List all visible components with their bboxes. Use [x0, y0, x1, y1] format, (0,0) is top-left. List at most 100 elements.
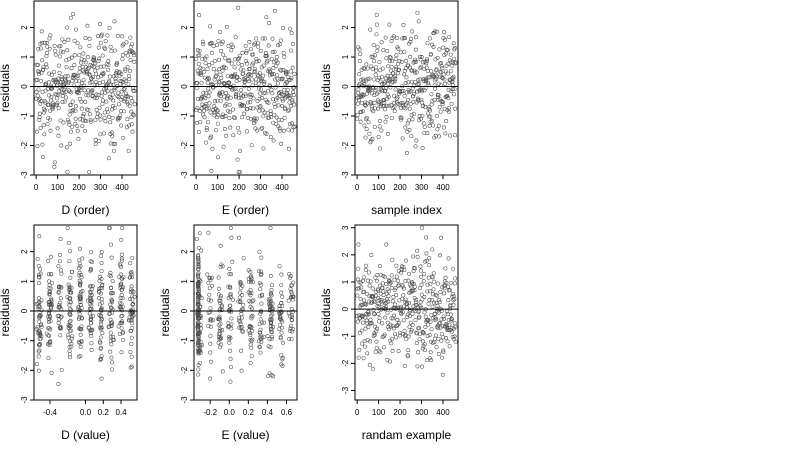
data-point [277, 327, 282, 332]
data-point [195, 81, 200, 86]
data-point [419, 89, 424, 94]
data-point [218, 29, 223, 34]
data-point [413, 300, 418, 305]
data-point [223, 114, 228, 118]
data-point [411, 99, 416, 104]
data-point [117, 331, 122, 336]
data-point [248, 293, 253, 298]
data-point [127, 68, 132, 73]
data-point [56, 320, 61, 325]
data-point [99, 73, 104, 78]
data-point [372, 312, 377, 317]
data-point [99, 354, 104, 359]
data-point [249, 143, 254, 148]
data-point [126, 148, 131, 153]
data-point [109, 306, 114, 311]
data-point [46, 302, 51, 307]
data-point [46, 272, 51, 277]
data-point [34, 362, 39, 367]
data-point [451, 76, 456, 81]
data-point [255, 128, 260, 133]
data-point [283, 96, 288, 101]
data-point [256, 81, 261, 86]
data-point [227, 58, 232, 63]
data-point [196, 245, 201, 250]
data-point [229, 48, 234, 53]
x-tick-label: 100 [372, 408, 386, 417]
y-tick-label: 0 [20, 308, 29, 313]
data-point [276, 124, 281, 129]
data-point [385, 310, 390, 315]
data-point [198, 279, 203, 284]
data-point [228, 225, 233, 230]
data-point [412, 91, 416, 96]
data-point [270, 334, 274, 339]
data-point [382, 332, 387, 337]
data-point [448, 312, 453, 317]
data-point [222, 127, 227, 131]
x-tick-label: 300 [94, 183, 108, 192]
data-point [120, 304, 125, 309]
data-point [451, 41, 456, 46]
data-point [227, 271, 232, 276]
data-point [280, 98, 285, 103]
data-point [433, 86, 438, 91]
y-tick-label: -1 [180, 337, 189, 345]
data-point [272, 60, 277, 65]
data-point [239, 312, 244, 316]
data-point [392, 79, 397, 84]
data-point [35, 256, 40, 261]
data-point [122, 109, 127, 114]
data-point [292, 124, 297, 129]
data-point [390, 257, 395, 262]
data-point [436, 351, 441, 356]
data-point [258, 317, 263, 322]
data-point [375, 326, 380, 331]
data-point [419, 364, 424, 369]
data-point [290, 65, 295, 70]
data-point [394, 335, 398, 340]
data-point [355, 112, 360, 117]
y-tick-label: -3 [180, 171, 189, 179]
y-tick-label: -3 [341, 386, 350, 394]
data-point [34, 301, 39, 306]
data-point [39, 40, 44, 45]
data-point [198, 339, 203, 344]
data-point [229, 42, 234, 47]
data-point [260, 78, 265, 83]
data-point [45, 50, 50, 55]
data-point [430, 247, 435, 252]
data-point [378, 272, 383, 277]
data-point [237, 56, 242, 61]
data-point [83, 60, 88, 65]
data-point [389, 316, 394, 321]
data-point [394, 274, 399, 279]
data-point [110, 92, 115, 97]
data-point [264, 132, 269, 136]
data-point [409, 134, 414, 139]
data-point [124, 94, 129, 99]
data-point [119, 314, 124, 319]
data-point [70, 269, 75, 274]
data-point [212, 77, 217, 82]
data-point [110, 279, 115, 284]
data-point [78, 302, 83, 307]
data-point [418, 65, 423, 70]
y-tick-label: -1 [20, 337, 29, 345]
data-point [225, 74, 230, 79]
data-point [427, 256, 432, 261]
data-point [363, 135, 368, 140]
data-point [270, 283, 274, 288]
data-point [87, 36, 92, 41]
data-point [112, 105, 117, 110]
x-tick-label: 200 [393, 183, 407, 192]
data-point [88, 295, 93, 300]
data-point [408, 320, 413, 325]
data-point [239, 328, 244, 333]
data-point [131, 113, 136, 118]
data-point [283, 106, 287, 111]
data-point [418, 285, 422, 290]
data-point [439, 60, 444, 65]
data-point [397, 282, 402, 287]
data-point [272, 49, 277, 54]
